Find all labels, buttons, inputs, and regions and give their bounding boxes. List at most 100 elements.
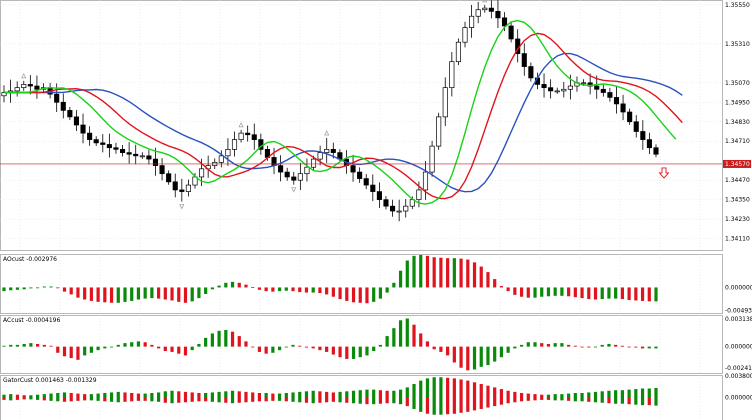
bear-candle — [488, 7, 494, 12]
price-tick-label: 1.34710 — [725, 138, 750, 145]
gator-lower-bar — [412, 397, 416, 409]
gator-upper-bar — [573, 393, 577, 398]
histogram-bar — [197, 287, 201, 299]
gator-lower-bar — [22, 397, 26, 400]
gator-lower-bar — [49, 397, 53, 401]
bear-candle — [100, 142, 106, 145]
bear-candle — [106, 144, 112, 149]
bear-candle — [113, 147, 119, 150]
histogram-bar — [479, 346, 483, 367]
histogram-bar — [130, 287, 134, 301]
gator-lower-bar — [634, 397, 638, 405]
gator-upper-bar — [452, 378, 456, 398]
bull-candle — [139, 155, 145, 158]
gator-lower-bar — [136, 397, 141, 401]
bull-candle — [225, 149, 231, 157]
histogram-bar — [83, 287, 87, 300]
histogram-bar — [76, 346, 80, 360]
gator-lower-bar — [479, 397, 483, 409]
gator-lower-bar — [123, 397, 127, 402]
gator-lower-bar — [230, 397, 235, 404]
gator-upper-bar — [466, 380, 470, 398]
gator-lower-bar — [338, 397, 342, 403]
gator-upper-bar — [22, 395, 26, 398]
bear-candle — [73, 116, 79, 126]
gator-upper-bar — [36, 394, 40, 398]
bear-candle — [607, 92, 613, 98]
gator-lower-bar — [526, 397, 530, 401]
gator-upper-bar — [358, 390, 362, 398]
gator-upper-bar — [277, 393, 282, 398]
current-price-tag — [723, 159, 751, 168]
gator-lower-bar — [506, 397, 510, 404]
bear-candle — [495, 11, 501, 19]
gator-upper-bar — [163, 391, 167, 398]
histogram-bar — [150, 344, 154, 347]
gator-lower-bar — [9, 397, 13, 401]
histogram-bar — [405, 260, 409, 288]
indicator-tick-label: -0.004931 — [725, 307, 752, 314]
gator-upper-bar — [499, 389, 504, 398]
histogram-bar — [338, 346, 342, 358]
histogram-bar — [338, 287, 342, 300]
histogram-bar — [109, 346, 114, 348]
gator-upper-bar — [15, 394, 20, 398]
gator-lower-bar — [143, 397, 147, 401]
histogram-bar — [439, 346, 443, 352]
gator-upper-bar — [177, 391, 181, 398]
gator-upper-bar — [291, 392, 295, 398]
histogram-bar — [257, 287, 262, 290]
gator-upper-bar — [325, 391, 329, 398]
gator-upper-bar — [89, 394, 93, 398]
bear-candle — [133, 153, 139, 157]
histogram-bar — [56, 287, 60, 289]
histogram-bar — [553, 343, 557, 347]
histogram-bar — [432, 346, 436, 350]
gator-lower-bar — [304, 397, 309, 403]
bear-candle — [34, 85, 40, 90]
gator-upper-bar — [204, 393, 208, 398]
histogram-bar — [607, 287, 611, 299]
gator-lower-bar — [190, 397, 194, 402]
gator-lower-bar — [96, 397, 100, 401]
histogram-bar — [183, 287, 188, 303]
histogram-bar — [217, 285, 221, 288]
bull-candle — [469, 15, 475, 28]
down-arrow-signal — [658, 167, 670, 179]
gator-lower-bar — [83, 397, 87, 401]
histogram-bar — [560, 287, 564, 296]
bull-candle — [449, 61, 455, 89]
histogram-bar — [614, 287, 618, 299]
gator-lower-bar — [620, 397, 624, 404]
bear-candle — [27, 84, 33, 87]
bull-candle — [581, 82, 587, 85]
bear-candle — [383, 199, 389, 207]
histogram-bar — [318, 346, 322, 351]
gator-upper-bar — [546, 394, 551, 398]
gator-lower-bar — [69, 397, 73, 402]
gator-upper-bar — [83, 394, 87, 398]
bear-candle — [363, 178, 369, 186]
histogram-bar — [190, 287, 194, 302]
ac-indicator-panel: 0.0031382 0.000000 -0.0024114 — [0, 315, 752, 374]
gator-lower-bar — [647, 397, 651, 406]
histogram-bar — [96, 346, 100, 351]
gator-lower-bar — [459, 397, 463, 413]
histogram-bar — [546, 287, 551, 297]
histogram-bar — [29, 287, 33, 289]
alligator-jaw-line — [4, 52, 683, 193]
histogram-bar — [237, 282, 241, 288]
histogram-bar — [123, 343, 127, 347]
gator-upper-bar — [486, 385, 490, 398]
bull-candle — [185, 184, 191, 192]
bear-candle — [521, 53, 527, 67]
gator-upper-bar — [62, 392, 67, 398]
histogram-bar — [224, 282, 228, 288]
gator-lower-bar — [587, 397, 591, 402]
bull-candle — [436, 116, 442, 147]
histogram-bar — [493, 346, 497, 362]
bull-candle — [416, 189, 422, 201]
gator-lower-bar — [519, 397, 524, 402]
gator-lower-bar — [298, 397, 302, 403]
gator-lower-bar — [540, 397, 544, 400]
